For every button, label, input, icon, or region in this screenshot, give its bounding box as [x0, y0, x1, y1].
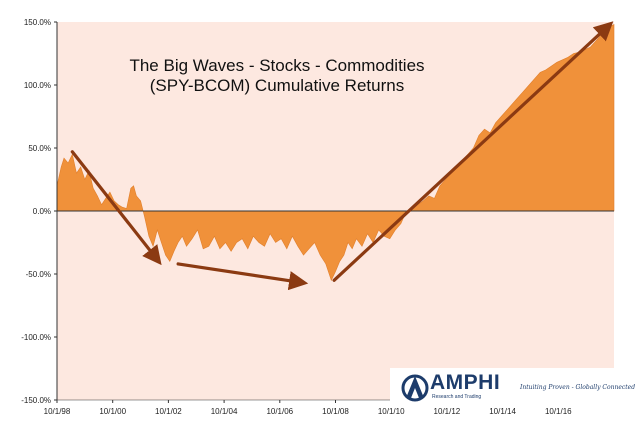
series-area-0 — [56, 23, 615, 282]
x-tick-label: 10/1/06 — [266, 407, 293, 416]
trend-arrow-3 — [332, 21, 614, 282]
trend-arrows — [70, 21, 614, 291]
y-tick-label: -150.0% — [21, 396, 51, 405]
amphi-logo-panel: AMPHI Research and Trading Intuiting Pro… — [390, 368, 635, 406]
amphi-logo-icon — [401, 374, 429, 402]
x-axis-ticks: 10/1/98 10/1/00 10/1/02 10/1/04 10/1/06 10/1/… — [44, 400, 572, 416]
x-tick-label: 10/1/00 — [99, 407, 126, 416]
logo-tagline: Intuiting Proven - Globally Connected — [520, 384, 636, 391]
trend-arrow-1 — [70, 150, 162, 266]
y-tick-label: -50.0% — [26, 270, 51, 279]
x-tick-label: 10/1/08 — [322, 407, 349, 416]
x-tick-label: 10/1/16 — [545, 407, 572, 416]
x-tick-label: 10/1/02 — [155, 407, 182, 416]
y-tick-label: -100.0% — [21, 333, 51, 342]
chart-title-line-2: (SPY-BCOM) Cumulative Returns — [150, 76, 404, 95]
x-tick-label: 10/1/04 — [211, 407, 238, 416]
y-tick-label: 100.0% — [24, 81, 51, 90]
logo-name: AMPHI — [430, 371, 501, 394]
x-tick-label: 10/1/10 — [378, 407, 405, 416]
y-tick-label: 0.0% — [33, 207, 51, 216]
y-tick-label: 150.0% — [24, 18, 51, 27]
x-tick-label: 10/1/98 — [44, 407, 71, 416]
series-area-layer — [56, 23, 615, 282]
chart-title-line-1: The Big Waves - Stocks - Commodities — [129, 56, 424, 75]
x-tick-label: 10/1/14 — [489, 407, 516, 416]
y-tick-label: 50.0% — [28, 144, 51, 153]
trend-arrow-2 — [176, 262, 309, 291]
y-axis-ticks: 150.0% 100.0% 50.0% 0.0% -50.0% -100.0% -150.0… — [21, 18, 57, 405]
logo-subtitle: Research and Trading — [432, 394, 482, 400]
x-tick-label: 10/1/12 — [434, 407, 461, 416]
